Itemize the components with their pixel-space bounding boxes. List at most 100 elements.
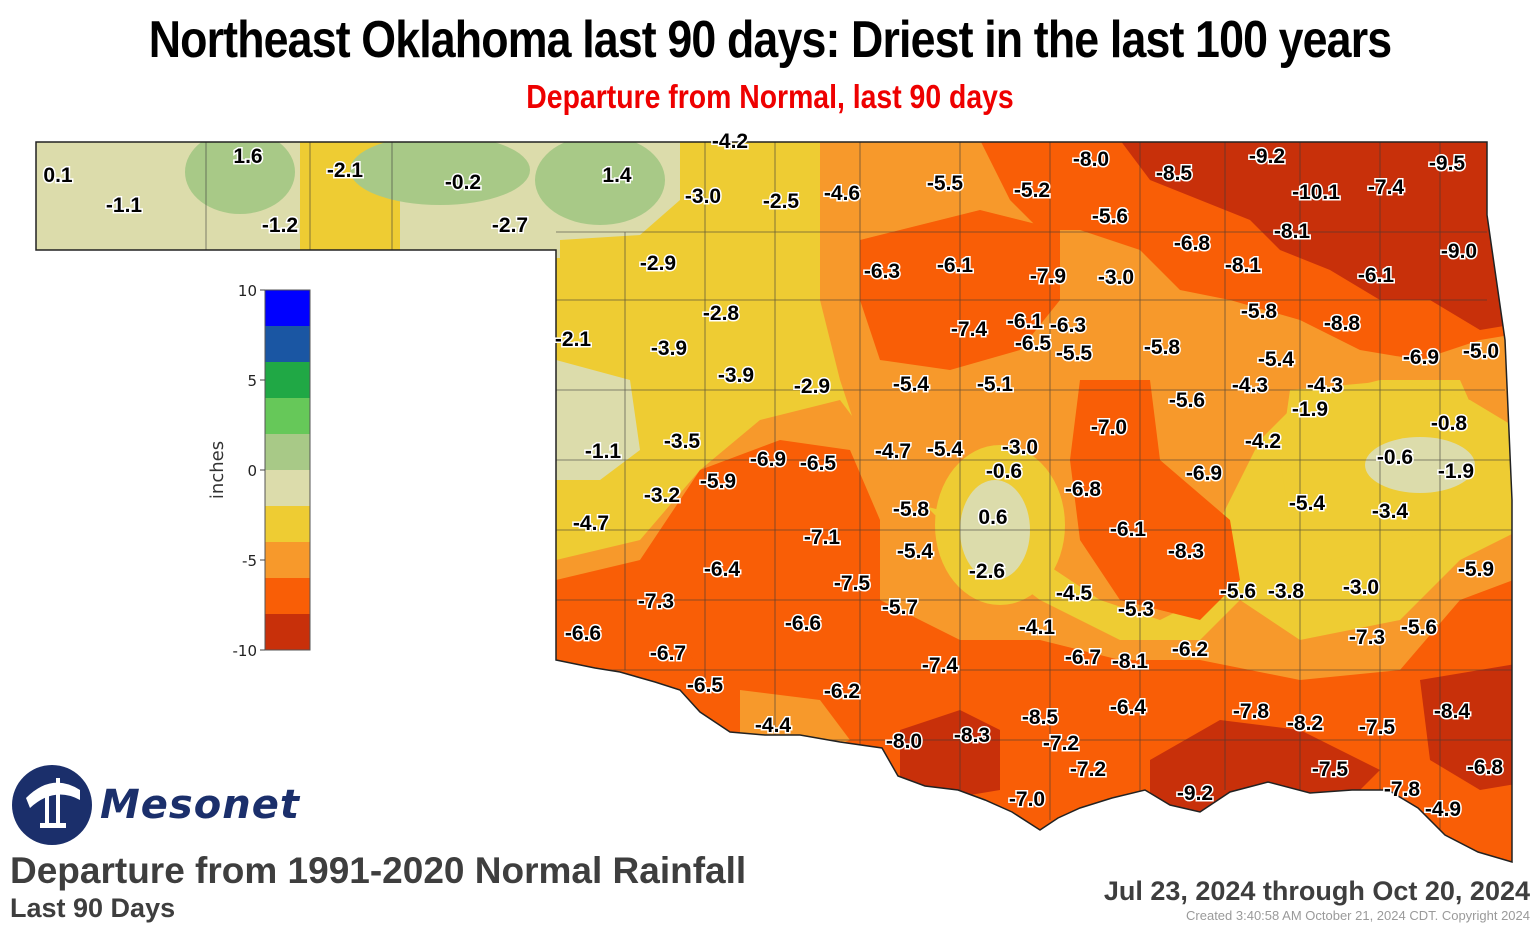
legend-swatch <box>265 326 310 362</box>
station-value: -6.7 <box>1065 646 1101 669</box>
station-value: -8.1 <box>1112 650 1149 673</box>
station-value: -3.0 <box>1098 266 1134 289</box>
headline-title: Northeast Oklahoma last 90 days: Driest … <box>148 11 1392 69</box>
created-timestamp: Created 3:40:58 AM October 21, 2024 CDT.… <box>1186 908 1530 923</box>
legend-tick-label: 10 <box>238 282 257 300</box>
logo-tower <box>56 778 60 823</box>
station-value: -3.0 <box>685 185 721 208</box>
station-value: -6.2 <box>1172 638 1208 661</box>
logo-tower <box>45 785 49 823</box>
station-value: -5.5 <box>927 172 964 195</box>
station-value: -4.6 <box>824 182 860 205</box>
station-value: -8.3 <box>1168 540 1204 563</box>
station-value: -7.5 <box>834 572 871 595</box>
station-value: -4.1 <box>1019 616 1056 639</box>
logo-wave <box>26 782 80 808</box>
station-value: -4.7 <box>573 512 609 535</box>
legend-ticks <box>260 289 265 651</box>
station-value: -9.2 <box>1177 782 1213 805</box>
station-value: -3.0 <box>1002 436 1038 459</box>
station-value: -6.8 <box>1174 232 1211 255</box>
station-value: -7.0 <box>1091 416 1127 439</box>
station-value: -8.1 <box>1274 220 1311 243</box>
station-value: -8.4 <box>1434 700 1471 723</box>
station-value: -7.2 <box>1070 758 1106 781</box>
station-value: -8.5 <box>1156 162 1193 185</box>
station-value: -2.7 <box>492 214 528 237</box>
station-value: -5.4 <box>1289 492 1326 515</box>
station-value: -6.4 <box>704 558 741 581</box>
county-line-horizontal <box>556 231 1512 741</box>
station-value: -5.8 <box>1144 336 1181 359</box>
station-value: -3.5 <box>664 430 701 453</box>
fill-red-southeast <box>1420 660 1512 790</box>
station-value: -2.1 <box>327 159 364 182</box>
station-value: -6.5 <box>1015 332 1052 355</box>
county-line-vertical <box>624 142 1441 830</box>
station-value: -8.2 <box>1287 712 1323 735</box>
station-value: -7.4 <box>1368 176 1405 199</box>
station-value: -7.1 <box>804 526 841 549</box>
station-value: -7.8 <box>1384 778 1421 801</box>
station-value: -6.1 <box>1358 264 1395 287</box>
station-value: -4.4 <box>755 714 792 737</box>
county-line-panhandle <box>205 142 393 250</box>
station-value: -6.2 <box>824 680 860 703</box>
station-value: -4.5 <box>1056 582 1093 605</box>
legend-swatch <box>265 434 310 470</box>
station-value: -7.3 <box>638 590 674 613</box>
station-value: -5.9 <box>1458 558 1494 581</box>
station-value: -5.6 <box>1220 580 1256 603</box>
station-value: -1.9 <box>1438 460 1474 483</box>
station-value: -4.7 <box>875 440 911 463</box>
station-value: -5.3 <box>1118 598 1154 621</box>
station-value: -4.2 <box>1245 430 1281 453</box>
station-value: 1.6 <box>233 145 262 168</box>
station-value: -5.2 <box>1014 179 1050 202</box>
station-value: -2.9 <box>794 375 830 398</box>
legend-swatch <box>265 290 310 326</box>
station-value: 1.4 <box>602 164 632 187</box>
station-value: -5.4 <box>893 373 930 396</box>
subtitle: Departure from Normal, last 90 days <box>526 78 1014 115</box>
station-value: -5.9 <box>700 470 736 493</box>
station-value: -1.1 <box>585 440 622 463</box>
fill-red-southcentral <box>900 710 1000 800</box>
fill-orange-central-east <box>1070 380 1240 620</box>
station-value: -2.9 <box>640 252 676 275</box>
station-value: -6.1 <box>1110 518 1147 541</box>
station-value: -4.2 <box>712 130 748 153</box>
station-value: -8.1 <box>1225 254 1262 277</box>
legend-tick-label: -10 <box>233 642 258 660</box>
station-value: -8.5 <box>1022 706 1059 729</box>
station-value: -3.4 <box>1372 500 1409 523</box>
station-value: -6.7 <box>650 642 686 665</box>
legend-tick-label: 0 <box>247 462 257 480</box>
station-value: -7.0 <box>1009 788 1045 811</box>
fill-green-3 <box>185 142 295 214</box>
station-value: -0.6 <box>986 460 1022 483</box>
station-value: -2.5 <box>763 190 800 213</box>
station-value: -8.3 <box>954 724 990 747</box>
fill-orange-sw <box>556 570 820 760</box>
station-value: -6.6 <box>785 612 821 635</box>
station-value: -6.5 <box>687 674 724 697</box>
station-value: -1.2 <box>262 214 298 237</box>
station-value: -7.9 <box>1030 265 1066 288</box>
logo-base <box>40 823 66 828</box>
logo-circle <box>12 765 92 845</box>
station-value: -3.8 <box>1268 580 1305 603</box>
station-value: -4.9 <box>1425 798 1461 821</box>
station-value: -5.8 <box>893 498 930 521</box>
county-lines <box>205 142 1512 830</box>
station-value: -5.6 <box>1401 616 1437 639</box>
station-value: -6.3 <box>1050 314 1086 337</box>
station-value: -2.1 <box>555 328 592 351</box>
station-value: -6.4 <box>1110 696 1147 719</box>
station-value: -7.4 <box>922 654 959 677</box>
station-value: -9.0 <box>1441 240 1477 263</box>
station-value: -5.6 <box>1169 389 1205 412</box>
caption-period: Last 90 Days <box>10 893 176 923</box>
station-value: -8.0 <box>886 730 922 753</box>
